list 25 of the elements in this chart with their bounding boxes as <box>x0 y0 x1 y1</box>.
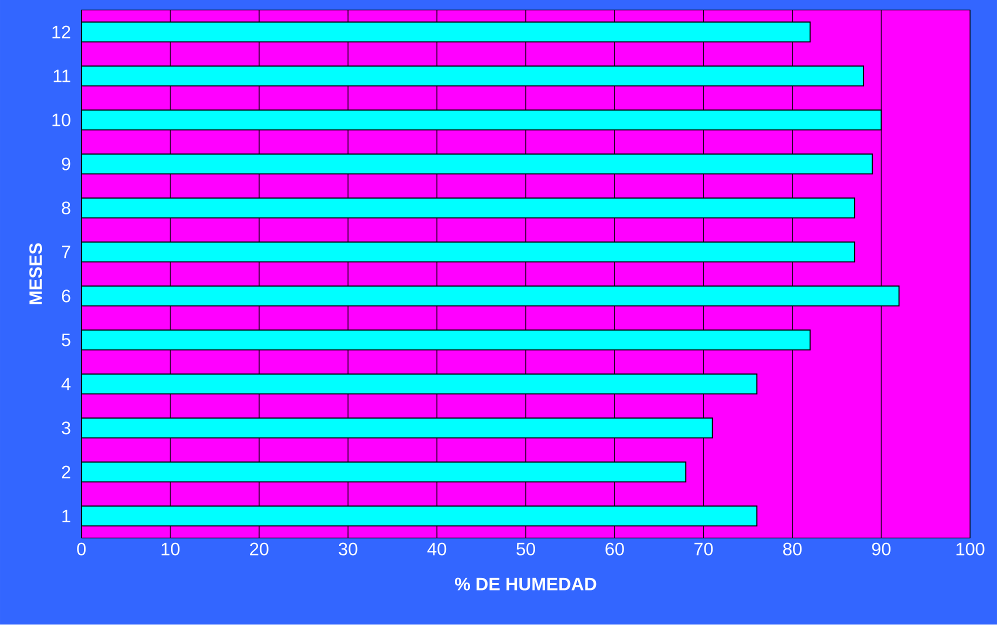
x-tick-label: 10 <box>162 542 180 556</box>
y-tick-label: 4 <box>61 378 71 390</box>
x-tick-label: 20 <box>250 542 268 556</box>
x-tick-label: 70 <box>694 542 713 556</box>
y-tick-label: 3 <box>62 422 70 434</box>
x-tick-label: 80 <box>783 542 802 556</box>
y-axis-title: MESES <box>29 243 42 304</box>
x-tick-label: 0 <box>77 542 86 556</box>
y-tick-label: 9 <box>62 158 70 170</box>
x-tick-label: 40 <box>427 542 446 556</box>
y-tick-label: 2 <box>62 466 70 478</box>
y-tick-label: 6 <box>62 290 70 302</box>
x-tick-label: 30 <box>338 542 358 556</box>
x-axis-title: % DE HUMEDAD <box>454 578 596 591</box>
x-tick-label: 100 <box>956 542 984 556</box>
y-tick-label: 1 <box>62 510 70 522</box>
y-tick-label: 8 <box>62 202 70 214</box>
y-tick-label: 10 <box>52 114 70 126</box>
y-tick-label: 5 <box>62 334 70 346</box>
x-tick-label: 50 <box>516 542 536 556</box>
x-tick-label: 90 <box>872 542 891 556</box>
x-tick-label: 60 <box>606 542 624 556</box>
y-tick-label: 7 <box>62 246 70 258</box>
y-tick-label: 11 <box>54 70 70 82</box>
y-tick-label: 12 <box>52 26 70 38</box>
